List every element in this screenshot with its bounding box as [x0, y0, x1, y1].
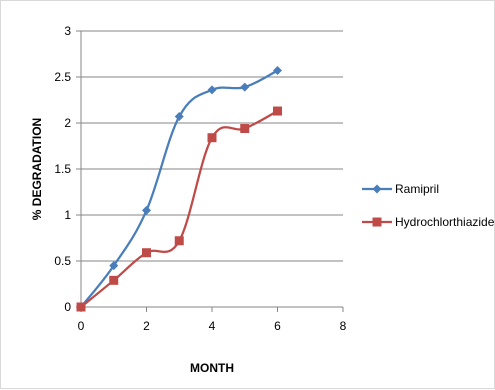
data-point: [76, 302, 86, 312]
x-tick-label: 6: [274, 319, 281, 333]
series-ramipril: [76, 66, 282, 312]
gridlines: [81, 30, 343, 262]
y-tick-label: 3: [64, 24, 71, 38]
data-point: [109, 261, 119, 271]
data-point: [174, 236, 184, 246]
data-point: [109, 275, 119, 285]
x-tick-label: 2: [143, 319, 150, 333]
y-tick-label: 1: [64, 208, 71, 222]
y-tick-label: 2: [64, 116, 71, 130]
data-point: [207, 85, 217, 95]
data-point: [142, 205, 151, 215]
x-tick-labels: 0 2 4 6 8: [78, 307, 347, 333]
series-group: [76, 66, 282, 312]
series-line: [80, 69, 279, 308]
y-tick-label: 0: [64, 300, 71, 314]
x-axis-title: MONTH: [190, 361, 234, 375]
data-point: [207, 133, 217, 143]
legend-marker: [372, 184, 382, 194]
data-point: [273, 106, 282, 116]
y-tick-label: 2.5: [54, 70, 71, 84]
data-point: [174, 112, 184, 122]
x-tick-label: 8: [340, 319, 347, 333]
series-hydrochlorthiazide: [76, 106, 282, 312]
data-point: [142, 248, 151, 258]
y-tick-labels: 0 0.5 1 1.5 2 2.5 3: [54, 24, 81, 314]
y-axis-title: % DEGRADATION: [30, 118, 44, 220]
data-point: [273, 66, 282, 76]
legend-item: Hydrochlorthiazide: [362, 215, 495, 229]
y-tick-label: 0.5: [54, 254, 71, 268]
x-tick-label: 4: [209, 319, 216, 333]
legend-label: Hydrochlorthiazide: [395, 215, 495, 229]
legend-marker: [372, 217, 382, 227]
x-tick-label: 0: [78, 319, 85, 333]
legend-item: Ramipril: [362, 182, 439, 196]
legend-label: Ramipril: [395, 182, 439, 196]
data-point: [240, 124, 250, 134]
legend: Ramipril Hydrochlorthiazide: [362, 182, 495, 229]
y-tick-label: 1.5: [54, 162, 71, 176]
data-point: [240, 82, 250, 92]
